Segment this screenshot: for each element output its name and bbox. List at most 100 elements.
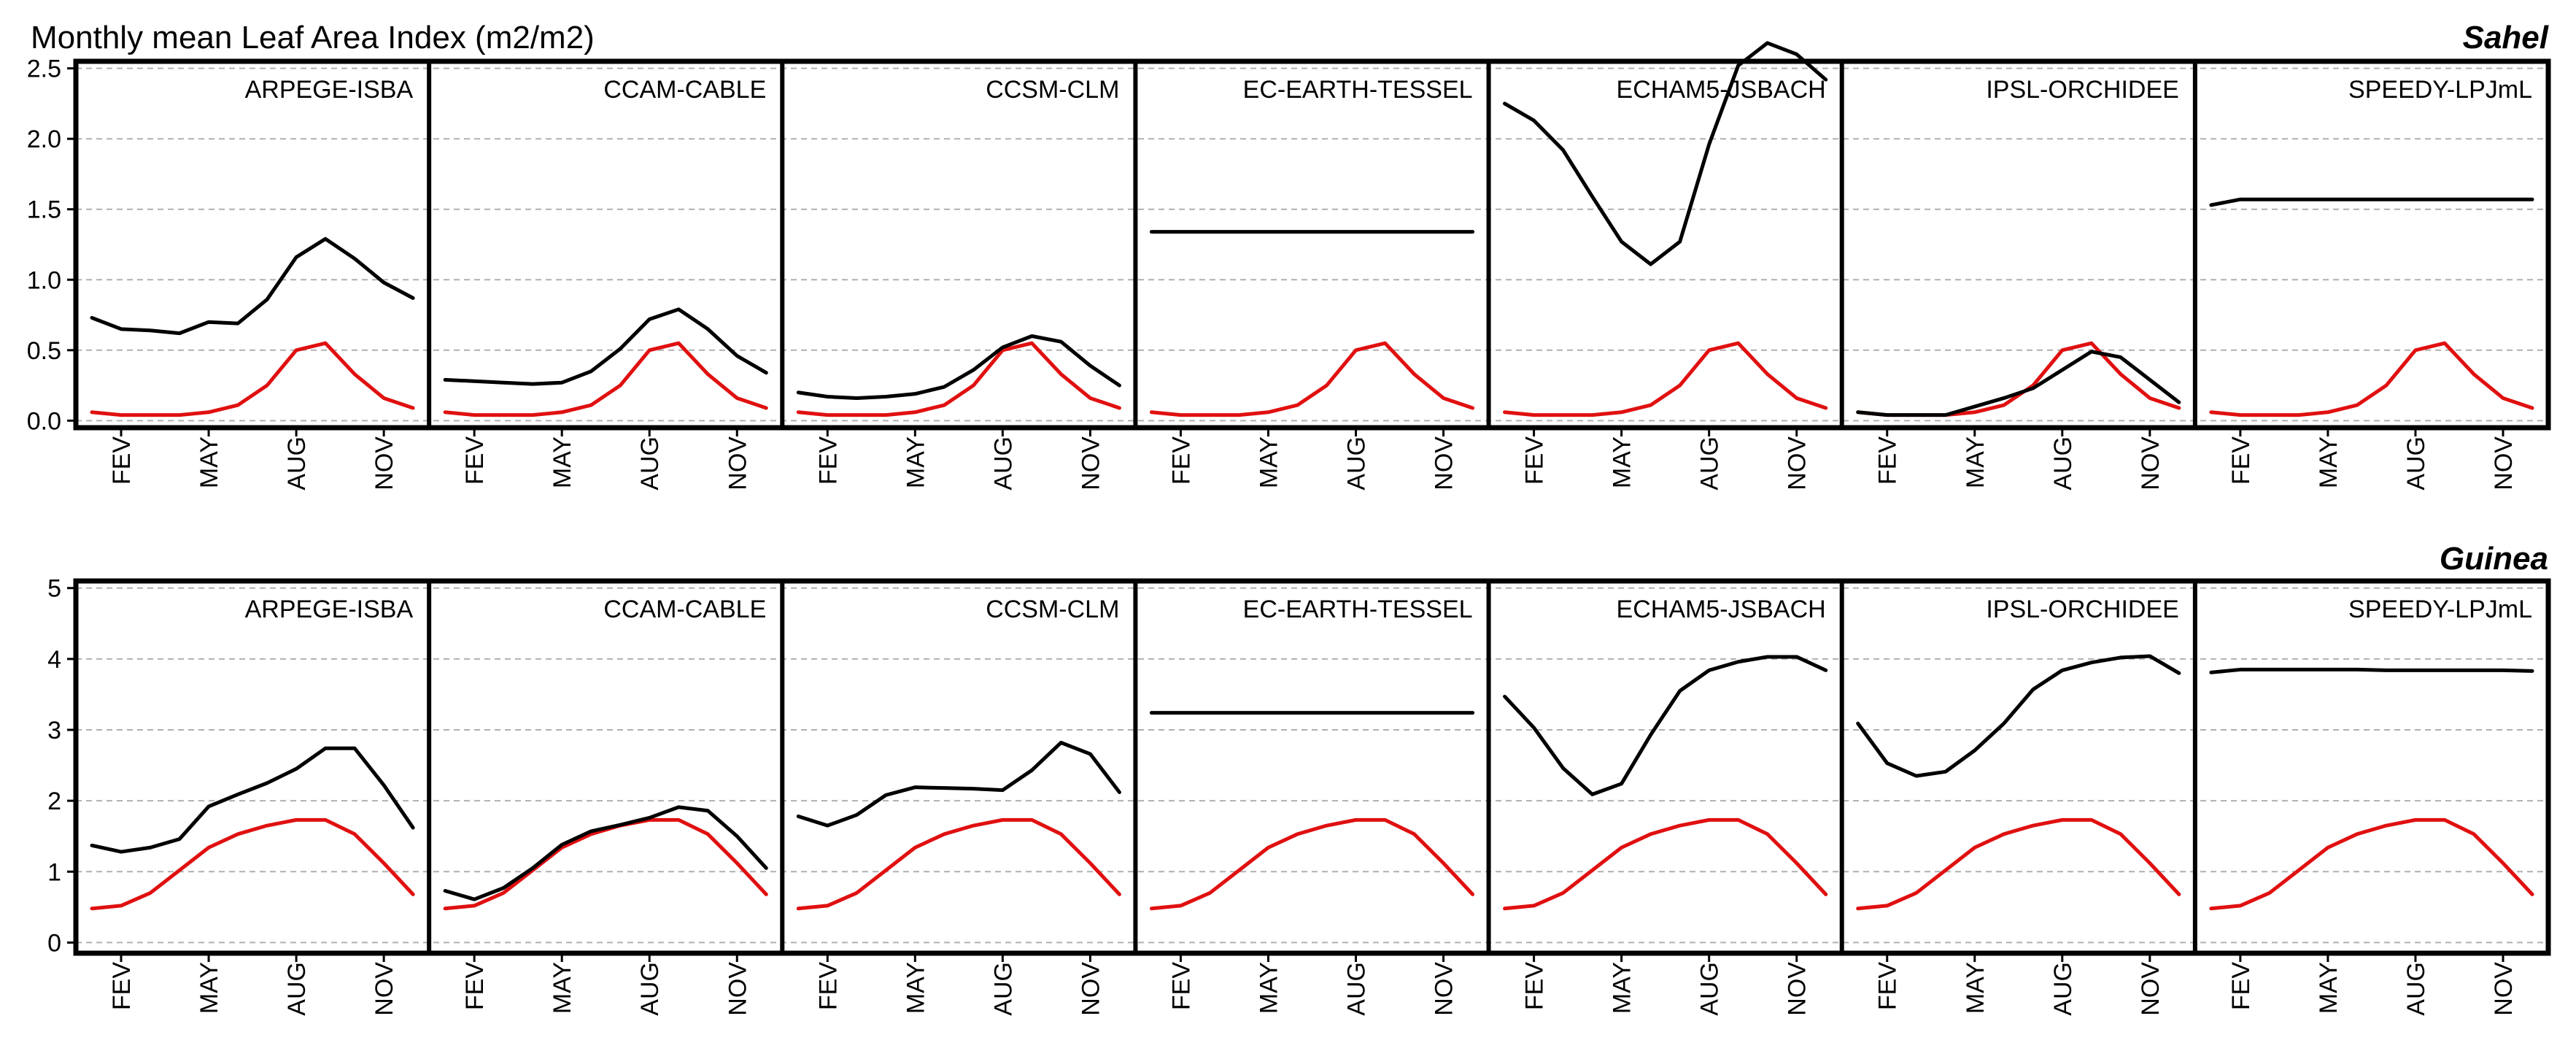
panel-label: IPSL-ORCHIDEE xyxy=(1986,76,2179,104)
month-label-aug: AUG xyxy=(1696,962,1724,1016)
month-label-fev: FEV xyxy=(108,962,136,1010)
figure-title: Monthly mean Leaf Area Index (m2/m2) xyxy=(31,20,595,55)
model-series-line xyxy=(1856,350,2181,417)
month-label-may: MAY xyxy=(1255,436,1283,488)
chart-row-guinea: Guinea 0 1 2 3 4 5 FEV MAY AUG NOV ARPEGE-ISBA FEV MA… xyxy=(47,541,2551,1016)
model-series-line xyxy=(2209,667,2534,674)
reference-series-line xyxy=(90,341,415,417)
y-tick-label: 2.5 xyxy=(27,55,61,83)
month-label-may: MAY xyxy=(902,962,929,1014)
month-label-aug: AUG xyxy=(636,962,664,1016)
y-tick-label: 2 xyxy=(47,788,61,815)
model-series-line xyxy=(796,334,1121,400)
y-tick-label: 0.5 xyxy=(27,337,61,365)
reference-series-line xyxy=(443,817,768,911)
month-label-aug: AUG xyxy=(636,436,664,490)
reference-series-line xyxy=(1149,341,1475,417)
panel-speedy-lpjml: FEV MAY AUG NOV SPEEDY-LPJmL xyxy=(2192,581,2534,1016)
plot-frame xyxy=(73,578,2551,956)
panel-label: EC-EARTH-TESSEL xyxy=(1243,596,1473,623)
month-label-aug: AUG xyxy=(2049,962,2077,1016)
month-label-fev: FEV xyxy=(814,436,842,485)
reference-series-line xyxy=(1856,817,2181,911)
panel-label: CCSM-CLM xyxy=(986,596,1119,623)
reference-series-line xyxy=(1856,341,2181,417)
y-tick-label: 1.5 xyxy=(27,196,61,224)
reference-series-line xyxy=(2209,341,2534,417)
panel-speedy-lpjml: FEV MAY AUG NOV SPEEDY-LPJmL xyxy=(2192,61,2534,490)
model-series-line xyxy=(90,746,415,854)
panel-ccsm-clm: FEV MAY AUG NOV CCSM-CLM xyxy=(780,61,1121,490)
month-label-aug: AUG xyxy=(989,962,1017,1016)
panel-ec-earth-tessel: FEV MAY AUG NOV EC-EARTH-TESSEL xyxy=(1133,581,1475,1016)
model-series-line xyxy=(1856,654,2181,778)
panel-ccsm-clm: FEV MAY AUG NOV CCSM-CLM xyxy=(780,581,1121,1016)
month-label-nov: NOV xyxy=(724,962,751,1016)
region-label: Guinea xyxy=(2440,541,2548,577)
panel-label: CCSM-CLM xyxy=(986,76,1119,104)
panel-label: ARPEGE-ISBA xyxy=(245,76,414,104)
model-series-line xyxy=(443,307,768,386)
month-label-nov: NOV xyxy=(1077,962,1105,1016)
panel-ccam-cable: FEV MAY AUG NOV CCAM-CABLE xyxy=(427,61,768,490)
month-label-nov: NOV xyxy=(724,436,751,490)
month-label-may: MAY xyxy=(196,962,223,1014)
month-label-fev: FEV xyxy=(461,436,489,485)
month-label-may: MAY xyxy=(1609,436,1636,488)
month-label-aug: AUG xyxy=(1343,436,1371,490)
plot-frame xyxy=(73,58,2551,431)
panel-arpege-isba: FEV MAY AUG NOV ARPEGE-ISBA xyxy=(90,76,415,490)
month-label-fev: FEV xyxy=(814,962,842,1010)
month-label-fev: FEV xyxy=(1874,436,1902,485)
chart-row-sahel: Sahel 0.0 0.5 1.0 1.5 2.0 2.5 FEV MAY AUG NOV ARPEG… xyxy=(27,20,2551,490)
model-series-line xyxy=(1503,655,1828,796)
model-series-line xyxy=(90,236,415,336)
y-tick-label: 3 xyxy=(47,717,61,744)
month-label-may: MAY xyxy=(1609,962,1636,1014)
month-label-aug: AUG xyxy=(2402,436,2430,490)
panel-label: ARPEGE-ISBA xyxy=(245,596,414,623)
month-label-fev: FEV xyxy=(2227,962,2255,1010)
panel-label: IPSL-ORCHIDEE xyxy=(1986,596,2179,623)
reference-series-line xyxy=(1149,817,1475,911)
panel-ccam-cable: FEV MAY AUG NOV CCAM-CABLE xyxy=(427,581,768,1016)
month-label-nov: NOV xyxy=(371,436,398,490)
reference-series-line xyxy=(796,341,1121,417)
y-tick-label: 0 xyxy=(47,929,61,957)
month-label-nov: NOV xyxy=(1077,436,1105,490)
month-label-aug: AUG xyxy=(283,962,311,1016)
panel-echam5-jsbach: FEV MAY AUG NOV ECHAM5-JSBACH xyxy=(1486,41,1828,490)
panel-arpege-isba: FEV MAY AUG NOV ARPEGE-ISBA xyxy=(90,596,415,1016)
month-label-fev: FEV xyxy=(1167,962,1195,1010)
month-label-fev: FEV xyxy=(1167,436,1195,485)
month-label-nov: NOV xyxy=(2490,436,2518,490)
month-label-nov: NOV xyxy=(2137,962,2165,1016)
reference-series-line xyxy=(796,817,1121,911)
month-label-may: MAY xyxy=(549,962,576,1014)
model-series-line xyxy=(443,805,768,901)
month-label-nov: NOV xyxy=(1431,436,1458,490)
month-label-nov: NOV xyxy=(1431,962,1458,1016)
month-label-aug: AUG xyxy=(1696,436,1724,490)
month-label-aug: AUG xyxy=(1343,962,1371,1016)
month-label-may: MAY xyxy=(1962,436,1989,488)
month-label-nov: NOV xyxy=(1784,962,1811,1016)
month-label-may: MAY xyxy=(1255,962,1283,1014)
reference-series-line xyxy=(2209,817,2534,911)
panel-label: SPEEDY-LPJmL xyxy=(2348,76,2532,104)
panel-label: CCAM-CABLE xyxy=(603,76,766,104)
panel-label: CCAM-CABLE xyxy=(603,596,766,623)
reference-series-line xyxy=(1503,341,1828,417)
month-label-fev: FEV xyxy=(461,962,489,1010)
month-label-may: MAY xyxy=(902,436,929,488)
reference-series-line xyxy=(1503,817,1828,911)
month-label-nov: NOV xyxy=(1784,436,1811,490)
month-label-may: MAY xyxy=(196,436,223,488)
reference-series-line xyxy=(90,817,415,911)
month-label-may: MAY xyxy=(1962,962,1989,1014)
month-label-aug: AUG xyxy=(283,436,311,490)
month-label-may: MAY xyxy=(2315,436,2343,488)
month-label-may: MAY xyxy=(549,436,576,488)
month-label-fev: FEV xyxy=(2227,436,2255,485)
